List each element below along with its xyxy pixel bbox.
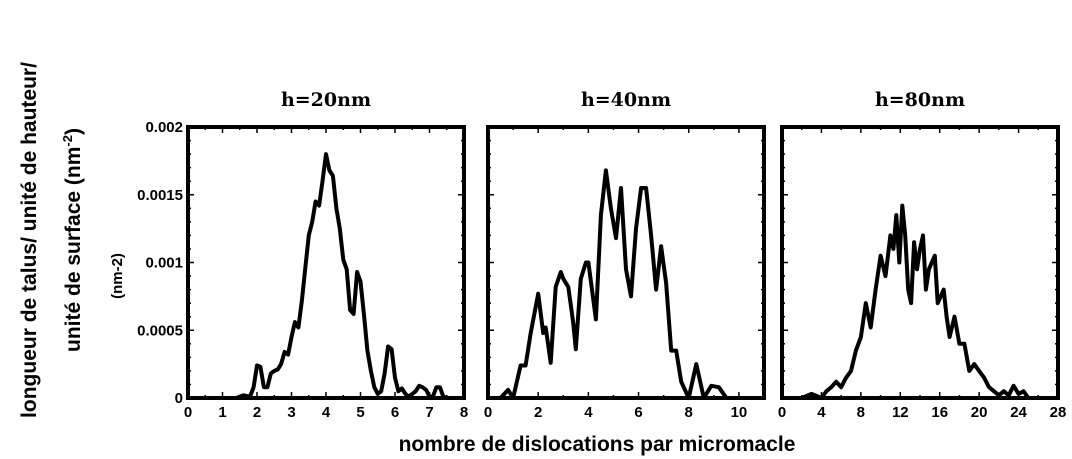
x-tick-label: 4 bbox=[322, 404, 331, 421]
x-tick-label: 10 bbox=[731, 404, 748, 421]
chart-panel-2: h=40nm 0 2 4 6 8 10 bbox=[484, 89, 764, 421]
x-tick-label: 7 bbox=[425, 404, 433, 421]
x-tick-label: 8 bbox=[460, 404, 468, 421]
x-tick-label: 16 bbox=[931, 404, 948, 421]
series-line bbox=[488, 170, 764, 398]
series-line bbox=[782, 206, 1058, 398]
y-axis-label-superscript: -2 bbox=[60, 135, 75, 147]
x-tick-label: 8 bbox=[685, 404, 693, 421]
y-tick-label: 0.001 bbox=[145, 255, 183, 272]
x-tick-label: 0 bbox=[184, 404, 192, 421]
x-tick-label: 20 bbox=[971, 404, 988, 421]
y-axis-label-line2: unité de surface (nm-2) bbox=[60, 128, 85, 352]
x-tick-label: 24 bbox=[1010, 404, 1027, 421]
series-line bbox=[188, 154, 464, 398]
chart-title: h=40nm bbox=[581, 89, 671, 111]
y-axis-label-line1: longueur de talus/ unité de hauteur/ bbox=[18, 62, 41, 418]
x-tick-label: 1 bbox=[218, 404, 226, 421]
y-tick-label: 0.002 bbox=[145, 119, 183, 136]
y-tick-label: 0.0015 bbox=[137, 187, 183, 204]
x-tick-label: 6 bbox=[391, 404, 399, 421]
x-tick-label: 2 bbox=[534, 404, 542, 421]
x-tick-label: 28 bbox=[1050, 404, 1067, 421]
y-axis-label-close: ) bbox=[62, 128, 85, 135]
x-tick-label: 12 bbox=[892, 404, 909, 421]
x-tick-label: 6 bbox=[634, 404, 642, 421]
x-tick-label: 4 bbox=[817, 404, 826, 421]
y-tick-label: 0 bbox=[175, 390, 183, 407]
x-tick-label: 0 bbox=[778, 404, 786, 421]
unit-note: (nm-2) bbox=[109, 253, 126, 299]
x-tick-label: 0 bbox=[484, 404, 492, 421]
x-tick-label: 4 bbox=[584, 404, 593, 421]
y-axis-label-line2-text: unité de surface (nm bbox=[62, 147, 85, 352]
chart-panel-1: h=20nm 0 1 2 3 4 5 6 7 8 0 0.0005 0.001 0.0015 0.002 bbox=[137, 89, 468, 421]
chart-title: h=80nm bbox=[875, 89, 965, 111]
chart-panel-3: h=80nm 0 4 8 12 16 20 24 28 bbox=[778, 89, 1067, 421]
y-tick-label: 0.0005 bbox=[137, 322, 183, 339]
x-tick-label: 5 bbox=[356, 404, 364, 421]
x-tick-label: 2 bbox=[253, 404, 261, 421]
x-tick-label: 8 bbox=[857, 404, 865, 421]
x-axis-label: nombre de dislocations par micromacle bbox=[399, 433, 796, 456]
x-tick-label: 3 bbox=[287, 404, 295, 421]
chart-title: h=20nm bbox=[281, 89, 371, 111]
